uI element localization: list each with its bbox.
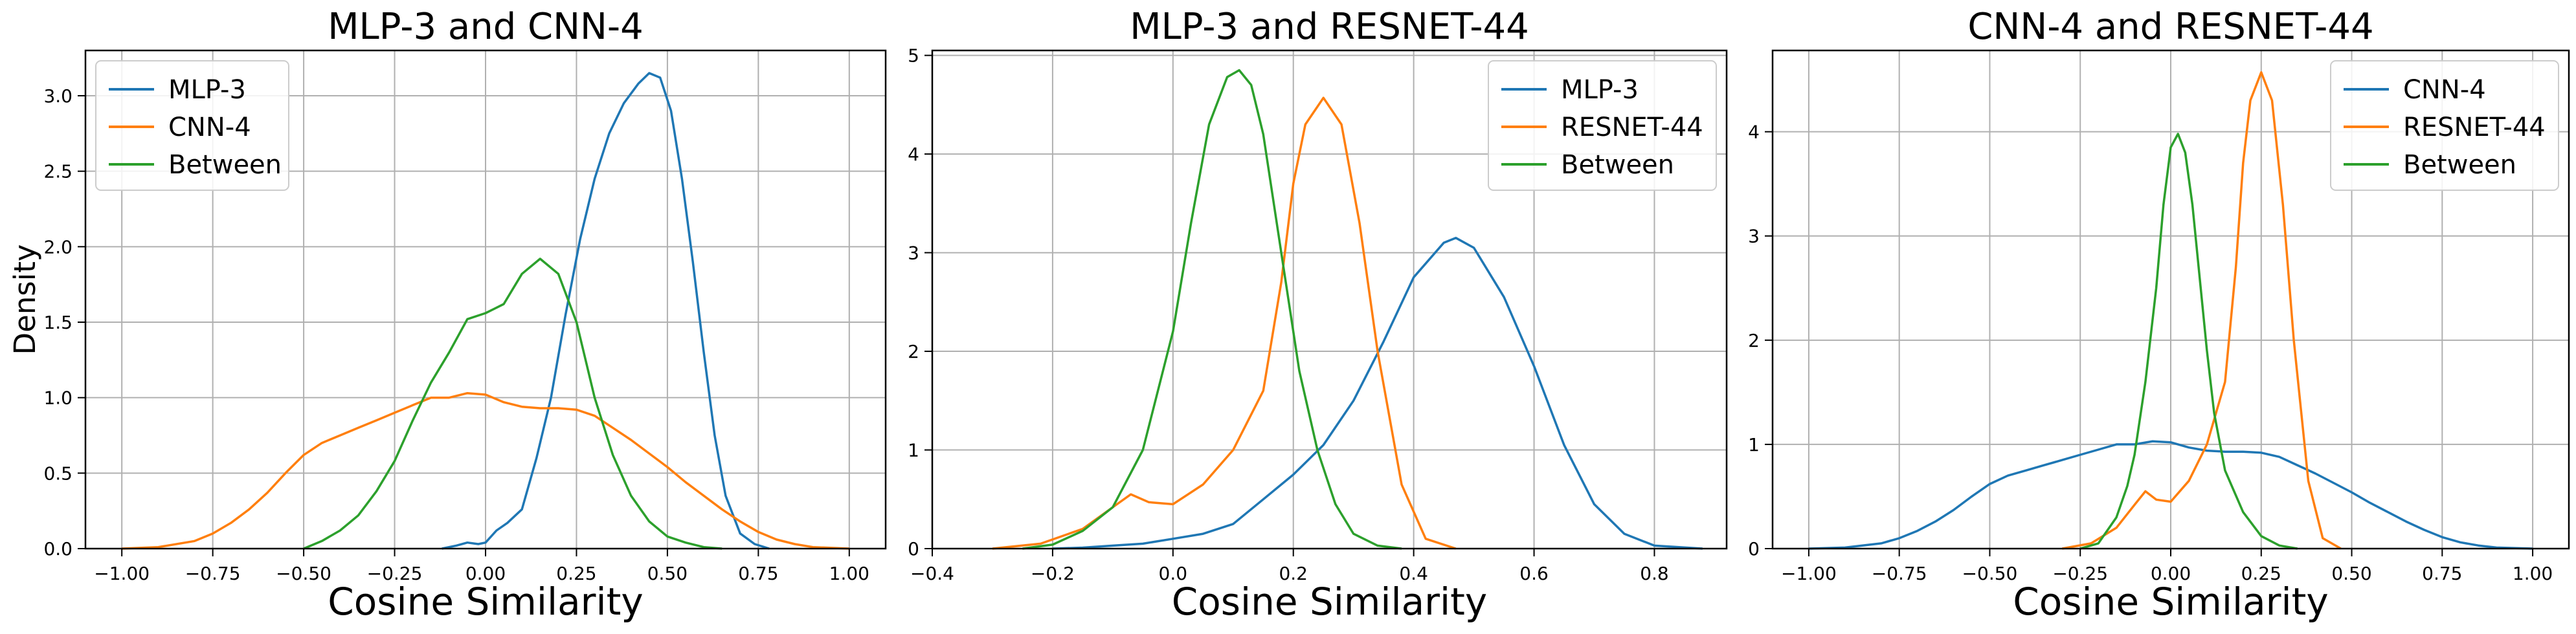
- legend-entry-between: Between: [2403, 150, 2516, 180]
- y-tick-label: 1: [908, 440, 919, 461]
- x-tick-label: 0.00: [2151, 563, 2191, 584]
- series-line-resnet-44: [992, 96, 1457, 550]
- x-axis-label: Cosine Similarity: [328, 580, 643, 624]
- x-tick-label: 1.00: [829, 563, 869, 584]
- legend: MLP-3 RESNET-44 Between: [1488, 60, 1717, 191]
- x-tick-label: −0.25: [2052, 563, 2108, 584]
- y-tick-label: 3: [908, 243, 919, 264]
- x-tick-label: 0.75: [738, 563, 778, 584]
- legend-entry-cnn-4: CNN-4: [2403, 75, 2486, 105]
- x-tick-label: −0.50: [276, 563, 331, 584]
- y-tick-label: 1.5: [43, 312, 73, 333]
- y-tick-label: 4: [908, 144, 919, 165]
- legend-entry-between: Between: [1561, 150, 1674, 180]
- x-tick-label: 0.8: [1640, 563, 1669, 584]
- y-tick-label: 2.0: [43, 236, 73, 257]
- y-axis-label: Density: [8, 244, 42, 355]
- series-line-mlp-3: [442, 72, 770, 550]
- x-tick-label: −1.00: [94, 563, 150, 584]
- x-tick-label: 0.75: [2422, 563, 2462, 584]
- legend-box: [95, 60, 289, 191]
- legend: CNN-4 RESNET-44 Between: [2330, 60, 2559, 191]
- series-line-resnet-44: [2061, 71, 2342, 550]
- x-tick-label: 0.50: [647, 563, 688, 584]
- series-line-between: [2079, 133, 2298, 550]
- y-tick-label: 3.0: [43, 85, 73, 107]
- legend-entry-mlp-3: MLP-3: [168, 75, 246, 105]
- series-line-mlp-3: [1052, 236, 1703, 550]
- y-tick-label: 4: [1748, 122, 1760, 143]
- series-line-between: [303, 257, 722, 550]
- chart-panel-1: −1.00 −0.75 −0.50 −0.25 0.00 0.25 0.50 0.75 1.00…: [8, 6, 887, 624]
- y-tick-label: 5: [908, 45, 919, 67]
- x-tick-label: 0.2: [1279, 563, 1308, 584]
- x-axis-label: Cosine Similarity: [2013, 580, 2328, 624]
- y-tick-label: 3: [1748, 226, 1760, 247]
- y-tick-label: 1.0: [43, 388, 73, 409]
- chart-title: MLP-3 and CNN-4: [328, 6, 644, 48]
- x-tick-label: 0.00: [465, 563, 506, 584]
- legend-box: [2330, 60, 2559, 191]
- x-tick-label: −0.25: [367, 563, 423, 584]
- y-tick-label: 0: [908, 538, 919, 560]
- series-line-cnn-4: [1808, 440, 2533, 550]
- x-tick-label: −1.00: [1781, 563, 1837, 584]
- x-tick-label: 0.25: [556, 563, 596, 584]
- x-tick-label: 0.25: [2241, 563, 2281, 584]
- legend-entry-mlp-3: MLP-3: [1561, 75, 1639, 105]
- legend: MLP-3 CNN-4 Between: [95, 60, 289, 191]
- chart-title: MLP-3 and RESNET-44: [1130, 6, 1529, 48]
- chart-panel-2: −0.4 −0.2 0.0 0.2 0.4 0.6 0.8 0 1 2 3 4 5 MLP-3 and R…: [908, 6, 1728, 624]
- x-tick-label: 0.0: [1159, 563, 1188, 584]
- plot-frame: [931, 49, 1728, 550]
- y-tick-label: 0.0: [43, 538, 73, 560]
- legend-entry-cnn-4: CNN-4: [168, 113, 251, 142]
- x-tick-label: 1.00: [2513, 563, 2553, 584]
- x-tick-label: 0.4: [1399, 563, 1428, 584]
- x-tick-label: −0.75: [1872, 563, 1927, 584]
- legend-entry-resnet-44: RESNET-44: [1561, 113, 1703, 142]
- y-tick-label: 2.5: [43, 161, 73, 182]
- x-tick-label: −0.4: [910, 563, 954, 584]
- chart-panel-3: −1.00 −0.75 −0.50 −0.25 0.00 0.25 0.50 0.75 1.00…: [1748, 6, 2570, 624]
- y-tick-label: 0: [1748, 538, 1760, 560]
- chart-title: CNN-4 and RESNET-44: [1967, 6, 2373, 48]
- x-axis-label: Cosine Similarity: [1172, 580, 1487, 624]
- series-line-between: [1022, 69, 1402, 550]
- legend-box: [1488, 60, 1717, 191]
- series-line-cnn-4: [122, 391, 849, 550]
- x-tick-label: 0.50: [2331, 563, 2371, 584]
- x-tick-label: −0.50: [1962, 563, 2018, 584]
- y-tick-label: 2: [908, 341, 919, 362]
- x-tick-label: −0.75: [185, 563, 241, 584]
- y-tick-label: 1: [1748, 434, 1760, 455]
- legend-entry-between: Between: [168, 150, 282, 180]
- legend-entry-resnet-44: RESNET-44: [2403, 113, 2546, 142]
- y-tick-label: 0.5: [43, 463, 73, 484]
- x-tick-label: −0.2: [1031, 563, 1075, 584]
- x-tick-label: 0.6: [1519, 563, 1549, 584]
- y-tick-label: 2: [1748, 330, 1760, 351]
